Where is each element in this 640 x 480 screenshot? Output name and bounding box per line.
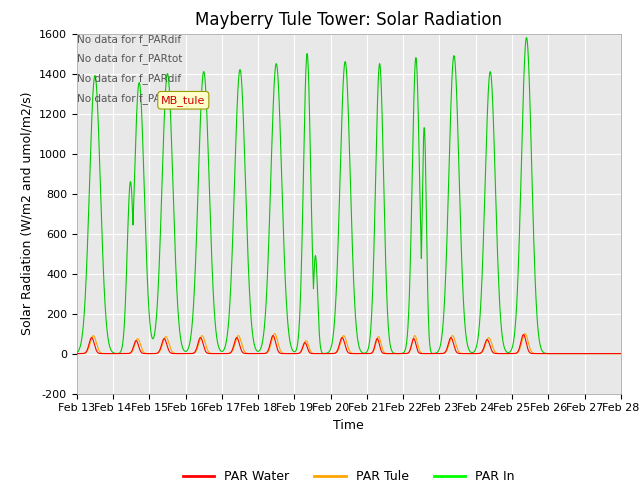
Title: Mayberry Tule Tower: Solar Radiation: Mayberry Tule Tower: Solar Radiation [195,11,502,29]
X-axis label: Time: Time [333,419,364,432]
Text: No data for f_PARtot: No data for f_PARtot [77,53,182,64]
Legend: PAR Water, PAR Tule, PAR In: PAR Water, PAR Tule, PAR In [178,465,520,480]
Y-axis label: Solar Radiation (W/m2 and umol/m2/s): Solar Radiation (W/m2 and umol/m2/s) [20,92,33,336]
Text: No data for f_PARtot: No data for f_PARtot [77,93,182,104]
Text: No data for f_PARdif: No data for f_PARdif [77,73,181,84]
Text: No data for f_PARdif: No data for f_PARdif [77,34,181,45]
Text: MB_tule: MB_tule [161,95,205,106]
